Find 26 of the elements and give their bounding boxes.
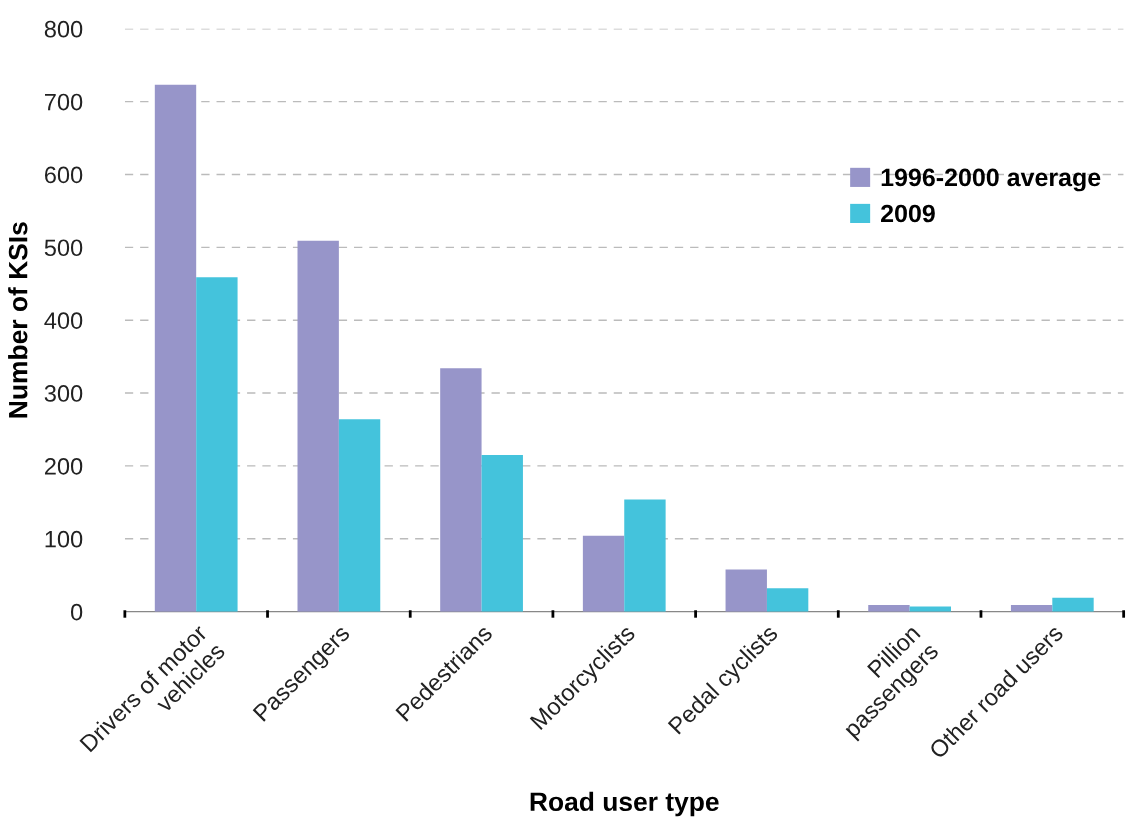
bar: [624, 499, 666, 612]
y-tick-label: 600: [44, 166, 83, 184]
bar: [1052, 597, 1094, 612]
bar: [582, 535, 625, 612]
legend-label: 1996-2000 average: [881, 168, 1101, 192]
x-axis-title: Road user type: [530, 791, 719, 817]
y-tick-label: 700: [45, 93, 83, 111]
bar: [154, 84, 197, 612]
bar: [297, 240, 339, 612]
bar: [766, 588, 809, 612]
bar: [338, 419, 381, 612]
bar: [196, 277, 238, 612]
bar: [1010, 605, 1053, 612]
bar: [440, 368, 482, 612]
y-tick-label: 800: [44, 20, 83, 38]
y-tick-label: 500: [44, 239, 83, 257]
y-tick-label: 0: [70, 603, 83, 621]
y-axis-title: Number of KSIs: [8, 222, 28, 418]
y-tick-label: 300: [44, 385, 83, 402]
legend-label: 2009: [881, 204, 935, 223]
y-tick-label: 100: [45, 530, 83, 548]
bar: [481, 454, 523, 612]
bar: [868, 605, 910, 612]
bar: [725, 569, 767, 612]
y-tick-label: 400: [44, 312, 83, 329]
y-tick-label: 200: [44, 457, 83, 475]
